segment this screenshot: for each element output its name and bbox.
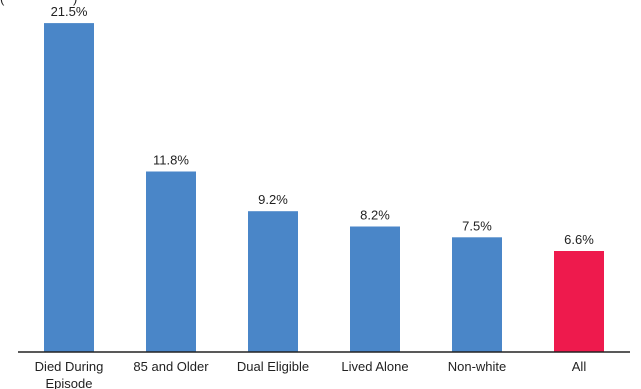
bar-3 bbox=[350, 226, 400, 352]
value-label-4: 7.5% bbox=[462, 218, 492, 233]
value-label-3: 8.2% bbox=[360, 208, 390, 223]
chart-title-partial: ( ) bbox=[0, 0, 77, 6]
category-label-line: Non-white bbox=[448, 359, 507, 374]
category-label-1: 85 and Older bbox=[133, 359, 209, 374]
value-label-0: 21.5% bbox=[51, 4, 88, 19]
category-label-3: Lived Alone bbox=[341, 359, 408, 374]
bar-0 bbox=[44, 23, 94, 352]
category-label-line: Lived Alone bbox=[341, 359, 408, 374]
value-label-1: 11.8% bbox=[153, 153, 189, 168]
category-label-2: Dual Eligible bbox=[237, 359, 309, 374]
value-label-5: 6.6% bbox=[564, 232, 594, 247]
category-label-4: Non-white bbox=[448, 359, 507, 374]
category-labels-layer: Died During Episode 85 and Older Dual Eligi… bbox=[35, 359, 587, 389]
value-label-2: 9.2% bbox=[258, 192, 288, 207]
bar-1 bbox=[146, 171, 196, 352]
category-label-line: 85 and Older bbox=[133, 359, 209, 374]
category-label-line: Episode bbox=[46, 376, 93, 389]
bar-4 bbox=[452, 237, 502, 353]
bars-layer bbox=[44, 23, 604, 353]
category-label-line: Died During bbox=[35, 359, 104, 374]
value-labels-layer: 21.5% 11.8% 9.2% 8.2% 7.5% 6.6% bbox=[51, 4, 595, 247]
bar-2 bbox=[248, 211, 298, 352]
category-label-line: Dual Eligible bbox=[237, 359, 309, 374]
category-label-5: All bbox=[572, 359, 587, 374]
bar-5 bbox=[554, 251, 604, 352]
category-label-line: All bbox=[572, 359, 587, 374]
category-label-0: Died During Episode bbox=[35, 359, 104, 389]
